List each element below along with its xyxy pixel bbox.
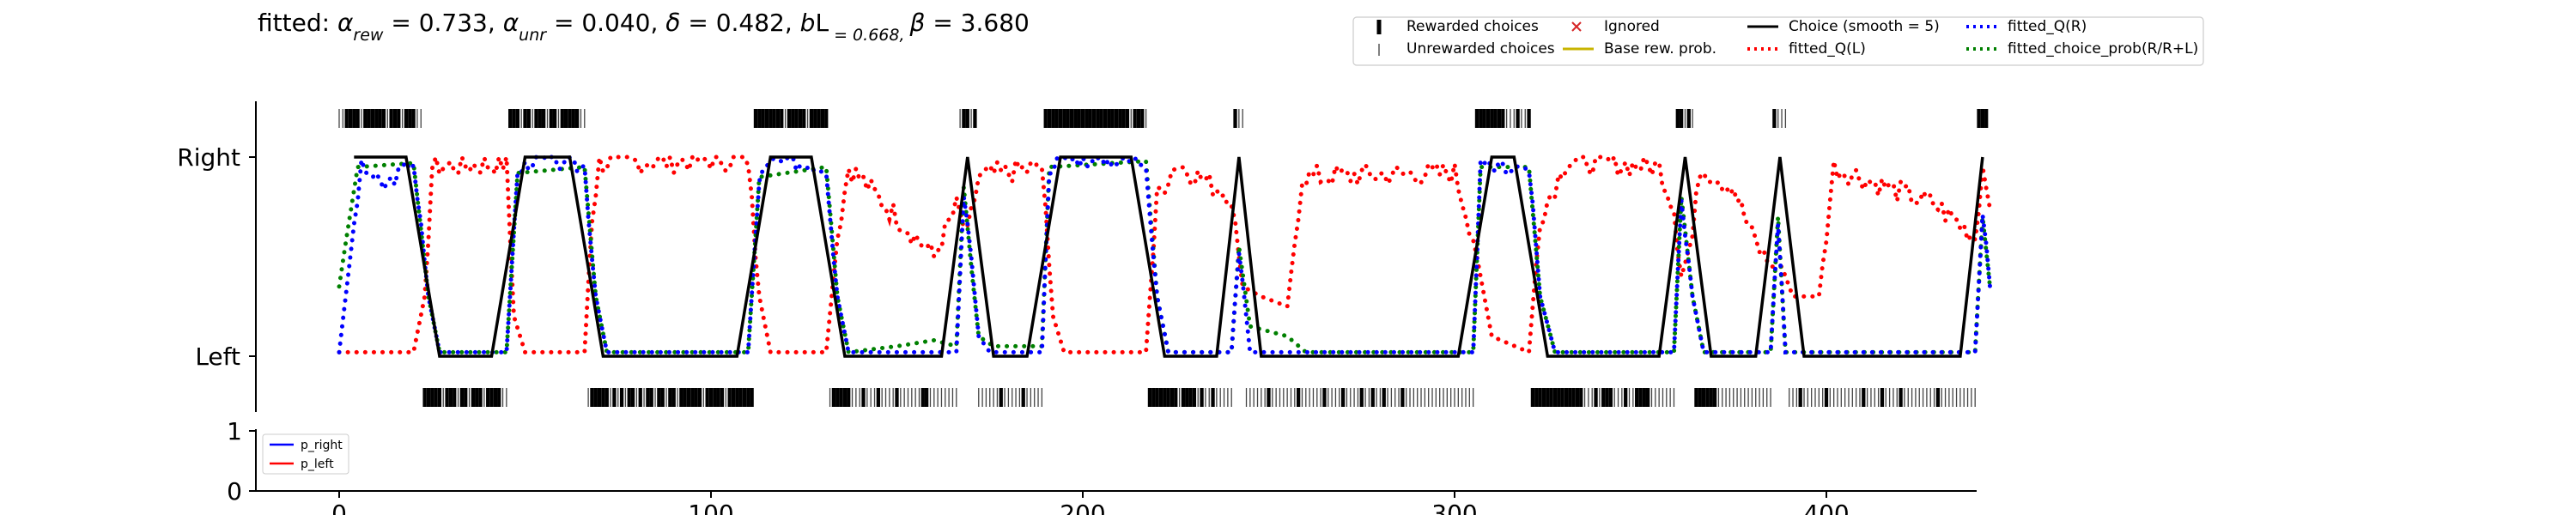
legend-label: Choice (smooth = 5) <box>1789 18 1940 35</box>
x-tick-label: 400 <box>1803 500 1849 515</box>
main-axes: Right Left <box>177 101 257 412</box>
x-tick-label: 100 <box>688 500 733 515</box>
series-layer <box>337 109 1992 407</box>
fitted-q-left-line <box>337 148 1992 356</box>
y-tick-right-label: Right <box>177 143 240 172</box>
legend-label: fitted_Q(R) <box>2008 18 2087 35</box>
lower-legend-p-left-label: p_left <box>301 457 334 471</box>
y-tick-left-label: Left <box>195 342 240 371</box>
legend-entry: fitted_Q(L) <box>1747 40 1866 58</box>
legend-frame <box>1352 16 2204 66</box>
chart-title: fitted: αrew = 0.733, αunr = 0.040, δ = … <box>258 9 1030 45</box>
legend-label: fitted_Q(L) <box>1789 40 1866 58</box>
legend-entry: fitted_choice_prob(R/R+L) <box>1966 40 2198 58</box>
legend-label: Ignored <box>1604 18 1660 35</box>
legend-label: fitted_choice_prob(R/R+L) <box>2008 40 2198 58</box>
x-tick-label: 200 <box>1060 500 1105 515</box>
lower-legend-p-right-label: p_right <box>301 439 343 452</box>
x-ticks: 0 100 200 300 400 <box>331 491 1850 515</box>
x-tick-label: 0 <box>331 500 347 515</box>
legend-label: Base rew. prob. <box>1604 40 1716 58</box>
legend: Rewarded choices Unrewarded choices Ignore… <box>1352 16 2204 66</box>
legend-swatch <box>1571 21 1582 32</box>
x-tick-label: 300 <box>1431 500 1477 515</box>
fitted-q-right-line <box>337 151 1992 354</box>
choice-smooth-line <box>354 155 1984 358</box>
legend-entry: Unrewarded choices <box>1378 40 1555 58</box>
legend-entry: Choice (smooth = 5) <box>1747 18 1940 35</box>
legend-entry: fitted_Q(R) <box>1966 18 2087 35</box>
legend-entry: Base rew. prob. <box>1563 40 1716 58</box>
legend-entry: Rewarded choices <box>1376 18 1539 35</box>
lower-axes: 1 0 p_right p_left <box>227 417 1977 506</box>
lower-y-tick-label-1: 1 <box>227 417 242 445</box>
legend-entry: Ignored <box>1571 18 1660 35</box>
lower-y-tick-label-0: 0 <box>227 477 242 506</box>
legend-label: Rewarded choices <box>1406 18 1539 35</box>
legend-label: Unrewarded choices <box>1406 40 1555 58</box>
